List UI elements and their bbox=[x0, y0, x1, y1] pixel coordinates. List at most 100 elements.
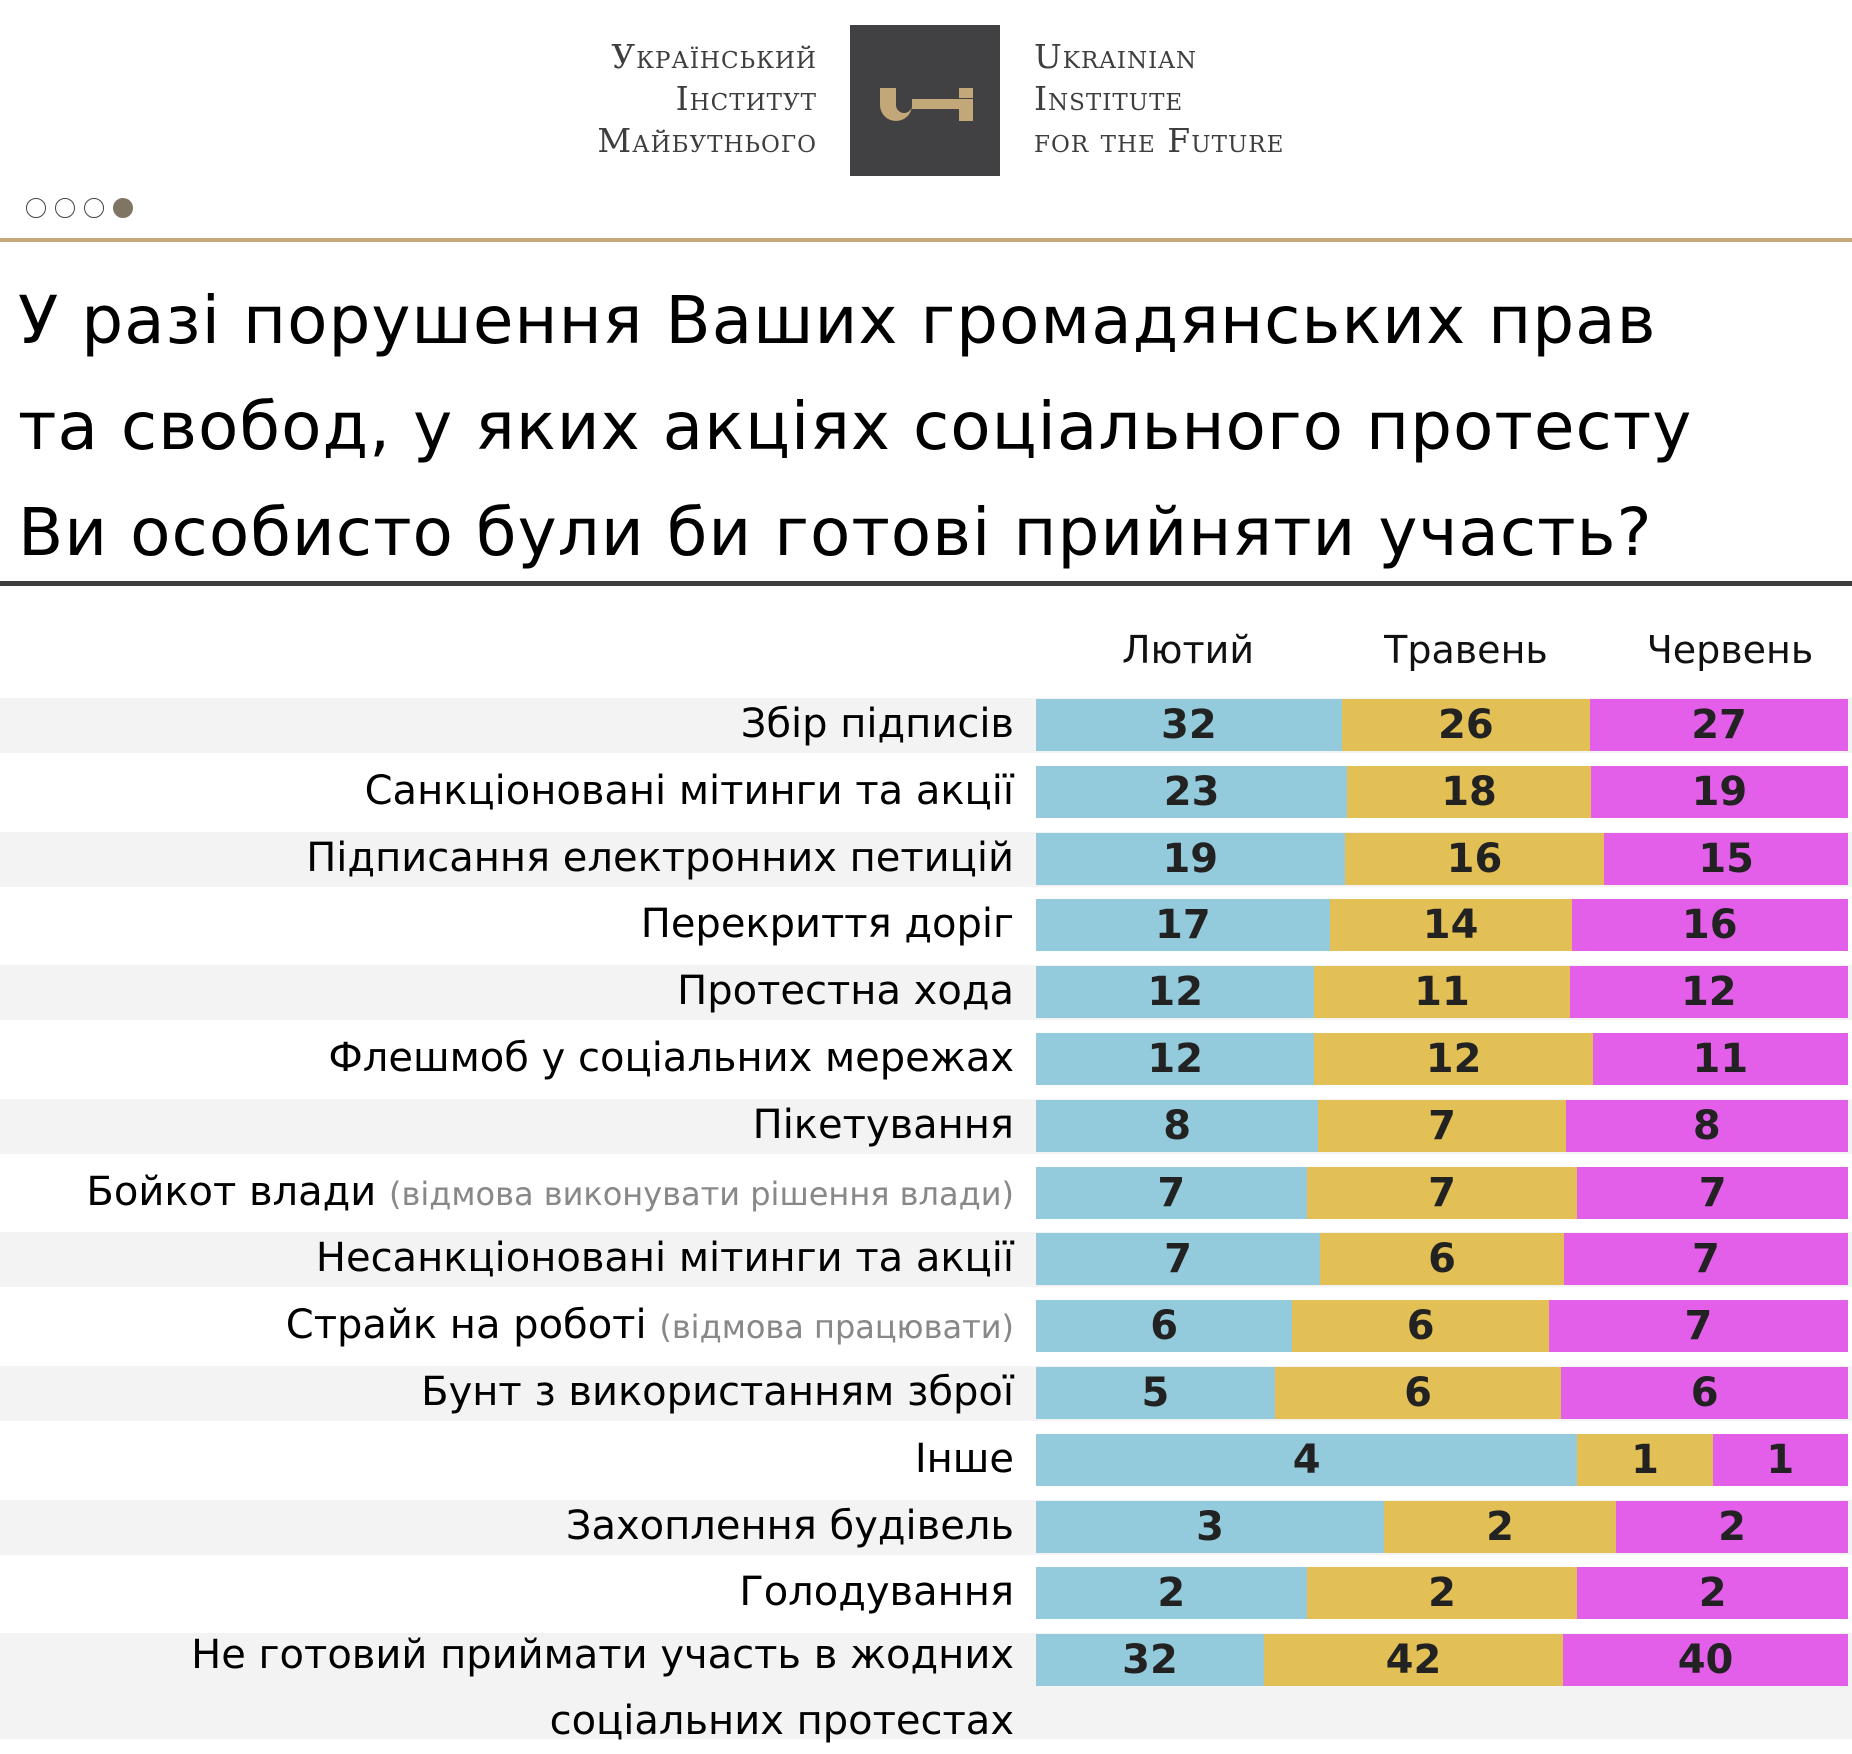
bar-segment-jun: 1 bbox=[1712, 1434, 1848, 1486]
bar-segment-feb: 32 bbox=[1036, 1634, 1264, 1686]
row-label: Збір підписів bbox=[741, 697, 1014, 751]
bar-segment-jun: 12 bbox=[1569, 966, 1848, 1018]
pagination-dot[interactable] bbox=[55, 198, 75, 218]
data-label: 7 bbox=[1698, 1170, 1727, 1216]
row-label-note: (відмова працювати) bbox=[659, 1308, 1014, 1346]
divider-gold bbox=[0, 238, 1852, 242]
row-label-text: Інше bbox=[914, 1436, 1014, 1482]
bar-segment-jun: 7 bbox=[1548, 1300, 1848, 1352]
data-label: 16 bbox=[1681, 902, 1738, 948]
stacked-bar: 19 16 15 bbox=[1036, 833, 1848, 885]
bar-segment-may: 26 bbox=[1341, 699, 1591, 751]
bar-segment-jun: 6 bbox=[1561, 1367, 1848, 1419]
stacked-bar: 12 12 11 bbox=[1036, 1033, 1848, 1085]
data-label: 6 bbox=[1150, 1303, 1179, 1349]
data-label: 1 bbox=[1766, 1437, 1795, 1483]
bar-segment-jun: 8 bbox=[1565, 1100, 1848, 1152]
bar-segment-jun: 27 bbox=[1590, 699, 1848, 751]
bar-segment-may: 14 bbox=[1329, 899, 1572, 951]
row-label: Перекриття доріг bbox=[641, 897, 1014, 951]
legend-feb: Лютий bbox=[1121, 628, 1255, 672]
data-label: 1 bbox=[1631, 1437, 1659, 1483]
row-label-text: Захоплення будівель bbox=[565, 1503, 1014, 1549]
data-label: 15 bbox=[1698, 836, 1754, 882]
row-label-text: Не готовий приймати участь в жодних bbox=[191, 1632, 1014, 1678]
stacked-bar: 3 2 2 bbox=[1036, 1501, 1848, 1553]
stacked-bar: 5 6 6 bbox=[1036, 1367, 1848, 1419]
row-label-text: Голодування bbox=[739, 1569, 1014, 1615]
data-label: 6 bbox=[1404, 1370, 1433, 1416]
bar-segment-may: 6 bbox=[1274, 1367, 1562, 1419]
data-label: 7 bbox=[1691, 1236, 1720, 1282]
stacked-bar: 7 7 7 bbox=[1036, 1167, 1848, 1219]
row-label: Захоплення будівель bbox=[566, 1499, 1014, 1553]
pagination-dot[interactable] bbox=[26, 198, 46, 218]
data-label: 7 bbox=[1428, 1103, 1456, 1149]
stacked-bar: 23 18 19 bbox=[1036, 766, 1848, 818]
page-title: У разі порушення Ваших громадянських пра… bbox=[18, 268, 1848, 586]
data-label: 12 bbox=[1147, 969, 1204, 1015]
stacked-bar: 32 42 40 bbox=[1036, 1634, 1848, 1686]
bar-segment-may: 12 bbox=[1314, 1033, 1593, 1085]
bar-segment-feb: 32 bbox=[1036, 699, 1342, 751]
pagination-dot[interactable] bbox=[84, 198, 104, 218]
data-label: 40 bbox=[1677, 1637, 1734, 1683]
bar-segment-jun: 2 bbox=[1577, 1567, 1848, 1619]
data-label: 42 bbox=[1385, 1637, 1442, 1683]
bar-segment-feb: 3 bbox=[1036, 1501, 1384, 1553]
row-label: Протестна хода bbox=[677, 964, 1014, 1018]
logo-line: Institute bbox=[1034, 79, 1184, 118]
data-label: 19 bbox=[1162, 836, 1219, 882]
data-label: 12 bbox=[1425, 1036, 1482, 1082]
data-label: 6 bbox=[1406, 1303, 1435, 1349]
logo-text-ukrainian: Український Інститут Майбутнього bbox=[597, 36, 817, 162]
logo-line: Майбутнього bbox=[597, 121, 817, 160]
bar-segment-jun: 11 bbox=[1592, 1033, 1848, 1085]
stacked-bar: 2 2 2 bbox=[1036, 1567, 1848, 1619]
row-label-text: Перекриття доріг bbox=[640, 901, 1014, 947]
data-label: 2 bbox=[1698, 1570, 1727, 1616]
bar-segment-may: 16 bbox=[1344, 833, 1605, 885]
data-label: 11 bbox=[1414, 969, 1470, 1015]
bar-segment-feb: 6 bbox=[1036, 1300, 1293, 1352]
data-label: 19 bbox=[1691, 769, 1748, 815]
bar-segment-may: 2 bbox=[1306, 1567, 1578, 1619]
row-label-text: Протестна хода bbox=[677, 968, 1014, 1014]
logo-text-english: Ukrainian Institute for the Future bbox=[1034, 36, 1284, 162]
data-label: 5 bbox=[1141, 1370, 1170, 1416]
row-label-note: (відмова виконувати рішення влади) bbox=[389, 1175, 1014, 1213]
data-label: 26 bbox=[1438, 702, 1494, 748]
data-label: 12 bbox=[1147, 1036, 1204, 1082]
data-label: 18 bbox=[1441, 769, 1497, 815]
bar-segment-jun: 40 bbox=[1563, 1634, 1848, 1686]
bar-segment-feb: 12 bbox=[1036, 1033, 1315, 1085]
data-label: 27 bbox=[1691, 702, 1747, 748]
row-label: Страйк на роботі (відмова працювати) bbox=[286, 1298, 1014, 1354]
data-label: 3 bbox=[1196, 1504, 1224, 1550]
data-label: 23 bbox=[1163, 769, 1220, 815]
bar-segment-jun: 2 bbox=[1616, 1501, 1848, 1553]
data-label: 8 bbox=[1692, 1103, 1721, 1149]
bar-segment-jun: 19 bbox=[1590, 766, 1848, 818]
title-line: У разі порушення Ваших громадянських пра… bbox=[18, 282, 1657, 359]
pagination-dot-active[interactable] bbox=[113, 198, 133, 218]
row-label: Бойкот влади (відмова виконувати рішення… bbox=[86, 1165, 1014, 1221]
row-label: Несанкціоновані мітинги та акції bbox=[316, 1231, 1014, 1285]
stacked-bar: 6 6 7 bbox=[1036, 1300, 1848, 1352]
row-label: Інше bbox=[915, 1432, 1014, 1486]
row-label-text: Несанкціоновані мітинги та акції bbox=[315, 1235, 1014, 1281]
logo-line: Український bbox=[611, 37, 817, 76]
data-label: 2 bbox=[1157, 1570, 1186, 1616]
bar-segment-jun: 15 bbox=[1604, 833, 1848, 885]
data-label: 7 bbox=[1164, 1236, 1193, 1282]
row-label-text: Пікетування bbox=[752, 1102, 1014, 1148]
bar-segment-may: 6 bbox=[1292, 1300, 1549, 1352]
row-label: Бунт з використанням зброї bbox=[421, 1365, 1014, 1419]
slide-pagination bbox=[26, 198, 133, 218]
bar-segment-may: 7 bbox=[1306, 1167, 1578, 1219]
data-label: 2 bbox=[1718, 1504, 1746, 1550]
legend-jun: Червень bbox=[1646, 628, 1814, 672]
logo-line: Ukrainian bbox=[1034, 37, 1197, 76]
bar-segment-jun: 16 bbox=[1571, 899, 1848, 951]
row-label-text: Бойкот влади bbox=[86, 1169, 377, 1215]
